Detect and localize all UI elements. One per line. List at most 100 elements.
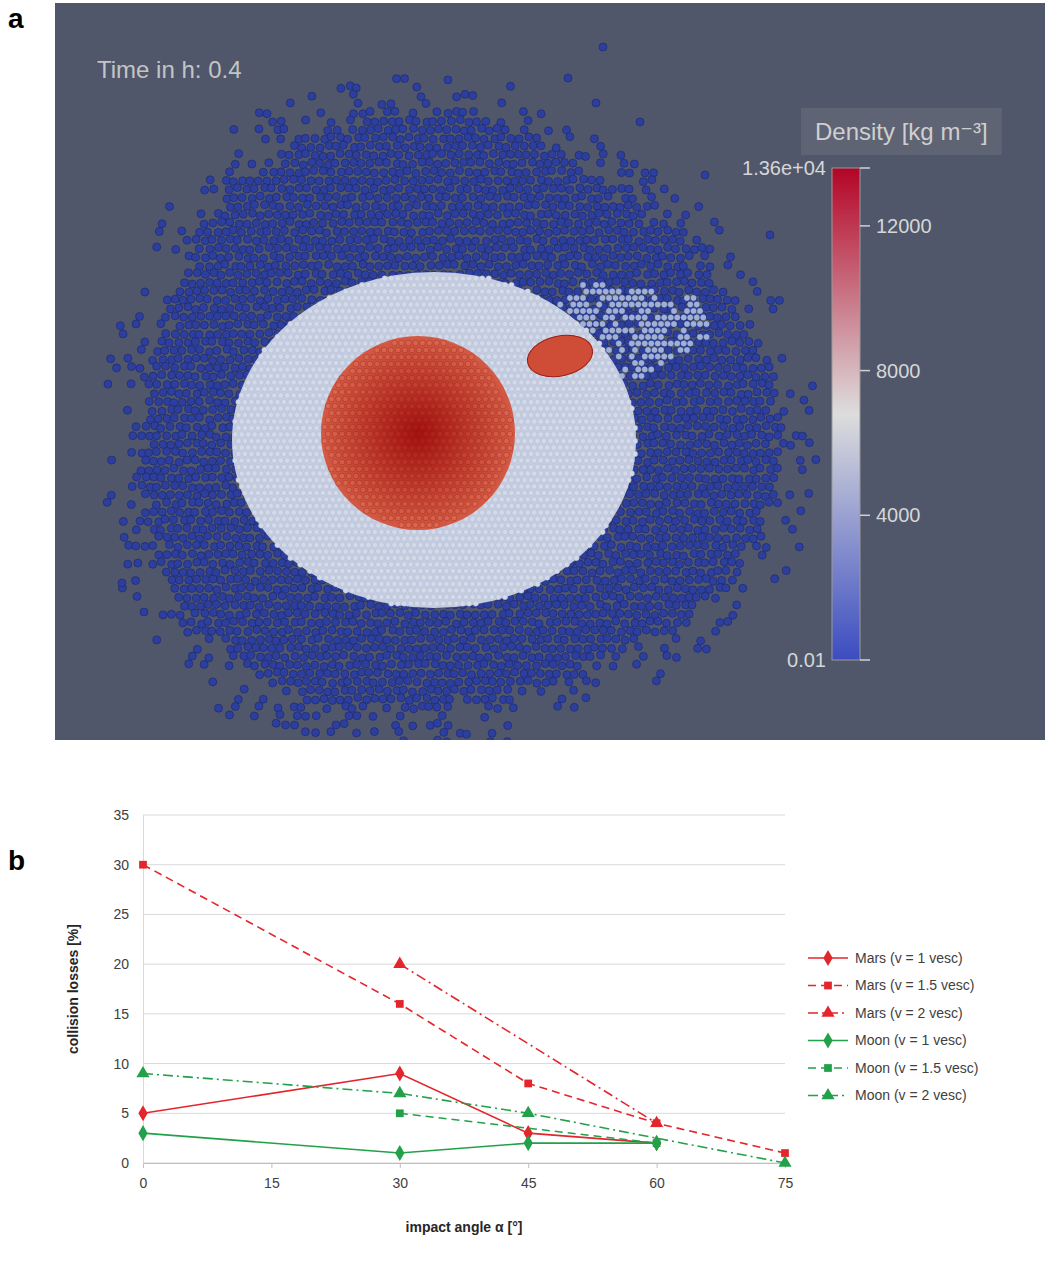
halo-particle — [480, 219, 488, 227]
halo-particle — [142, 456, 150, 464]
halo-particle — [484, 177, 492, 185]
halo-particle — [337, 184, 345, 192]
halo-particle — [155, 398, 163, 406]
halo-particle — [401, 262, 409, 270]
halo-particle — [421, 253, 429, 261]
halo-particle — [640, 482, 648, 490]
halo-particle — [193, 390, 201, 398]
halo-particle — [358, 177, 366, 185]
halo-particle — [308, 158, 316, 166]
halo-particle — [558, 184, 566, 192]
halo-particle — [650, 389, 658, 397]
halo-particle — [295, 235, 303, 243]
halo-particle — [141, 509, 149, 517]
halo-particle — [566, 186, 574, 194]
halo-particle — [154, 348, 162, 356]
halo-particle — [680, 465, 688, 473]
halo-particle — [222, 228, 230, 236]
halo-particle — [244, 337, 252, 345]
halo-particle — [155, 228, 163, 236]
halo-particle — [736, 356, 744, 364]
halo-particle — [238, 330, 246, 338]
halo-particle — [301, 150, 309, 158]
halo-particle — [786, 390, 794, 398]
halo-particle — [531, 150, 539, 158]
halo-particle — [352, 184, 360, 192]
halo-particle — [775, 296, 783, 304]
halo-particle — [665, 381, 673, 389]
halo-particle — [654, 381, 662, 389]
halo-particle — [622, 262, 630, 270]
halo-particle — [317, 211, 325, 219]
halo-particle — [698, 243, 706, 251]
halo-particle — [225, 390, 233, 398]
halo-particle — [688, 432, 696, 440]
halo-particle — [277, 135, 285, 143]
halo-particle — [639, 243, 647, 251]
halo-particle — [469, 210, 477, 218]
halo-particle — [346, 236, 354, 244]
halo-particle — [580, 175, 588, 183]
halo-particle — [707, 483, 715, 491]
halo-particle — [370, 235, 378, 243]
halo-particle — [175, 440, 183, 448]
halo-particle — [333, 227, 341, 235]
halo-particle — [261, 220, 269, 228]
halo-particle — [403, 252, 411, 260]
halo-particle — [339, 141, 347, 149]
halo-particle — [185, 475, 193, 483]
halo-particle — [163, 432, 171, 440]
halo-particle — [654, 260, 662, 268]
halo-particle — [409, 160, 417, 168]
halo-particle — [234, 271, 242, 279]
halo-particle — [812, 456, 820, 464]
halo-particle — [276, 203, 284, 211]
halo-particle — [358, 227, 366, 235]
halo-particle — [327, 286, 335, 294]
halo-particle — [427, 261, 435, 269]
halo-particle — [399, 210, 407, 218]
halo-particle — [195, 331, 203, 339]
halo-particle — [221, 363, 229, 371]
halo-particle — [498, 235, 506, 243]
halo-particle — [722, 313, 730, 321]
halo-particle — [272, 228, 280, 236]
halo-particle — [281, 295, 289, 303]
halo-particle — [455, 150, 463, 158]
halo-particle — [507, 82, 515, 90]
halo-particle — [107, 491, 115, 499]
halo-particle — [671, 245, 679, 253]
halo-particle — [584, 185, 592, 193]
halo-particle — [715, 448, 723, 456]
halo-particle — [142, 473, 150, 481]
halo-particle — [200, 304, 208, 312]
halo-particle — [261, 135, 269, 143]
halo-particle — [515, 135, 523, 143]
halo-particle — [196, 466, 204, 474]
halo-particle — [584, 253, 592, 261]
halo-particle — [215, 244, 223, 252]
halo-particle — [235, 354, 243, 362]
halo-particle — [404, 220, 412, 228]
halo-particle — [677, 219, 685, 227]
halo-particle — [696, 346, 704, 354]
halo-particle — [484, 210, 492, 218]
halo-particle — [318, 270, 326, 278]
halo-particle — [805, 439, 813, 447]
halo-particle — [209, 406, 217, 414]
halo-particle — [175, 304, 183, 312]
halo-particle — [474, 185, 482, 193]
halo-particle — [407, 229, 415, 237]
halo-particle — [465, 168, 473, 176]
halo-particle — [387, 185, 395, 193]
halo-particle — [620, 159, 628, 167]
halo-particle — [617, 151, 625, 159]
halo-particle — [183, 236, 191, 244]
halo-particle — [227, 203, 235, 211]
halo-particle — [264, 311, 272, 319]
halo-particle — [337, 84, 345, 92]
halo-particle — [787, 441, 795, 449]
halo-particle — [491, 270, 499, 278]
halo-particle — [664, 346, 672, 354]
halo-particle — [323, 244, 331, 252]
